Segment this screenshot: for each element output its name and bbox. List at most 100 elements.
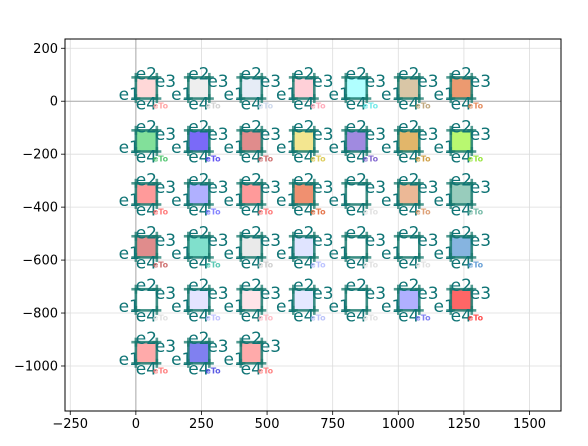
cell-square: [292, 287, 316, 312]
edge-label-e1: e1: [119, 297, 140, 317]
cell-square: [134, 129, 159, 153]
cell-label: eTo: [258, 260, 274, 269]
edge-label-e4: e4: [241, 253, 262, 273]
cell-label: eTo: [468, 260, 484, 269]
edge-label-e1: e1: [381, 138, 402, 158]
edge-label-e3: e3: [365, 178, 386, 198]
edge-label-e4: e4: [451, 95, 472, 115]
edge-label-e2: e2: [398, 64, 419, 84]
cell-square: [187, 340, 211, 365]
edge-label-e4: e4: [398, 95, 419, 115]
edge-label-e2: e2: [398, 276, 419, 296]
edge-label-e3: e3: [417, 178, 438, 198]
cell-square: [396, 76, 421, 100]
cell-label: eTo: [415, 313, 431, 322]
x-tick-label: 0: [132, 417, 140, 432]
edge-label-e2: e2: [136, 117, 157, 137]
edge-label-e3: e3: [260, 284, 281, 304]
axis-ticks: −250 0 250 500 750 1000 1250 1500 200 0 −200 −400 −6…: [14, 42, 546, 432]
edge-label-e3: e3: [207, 72, 228, 92]
edge-label-e3: e3: [260, 72, 281, 92]
edge-label-e4: e4: [188, 148, 209, 168]
edge-label-e1: e1: [433, 138, 454, 158]
cell-square: [239, 340, 264, 365]
edge-label-e2: e2: [188, 276, 209, 296]
y-tick-label: −1000: [14, 359, 58, 374]
edge-label-e3: e3: [260, 231, 281, 251]
edge-label-e2: e2: [136, 223, 157, 243]
x-tick-label: 1500: [513, 417, 546, 432]
x-tick-label: 1000: [382, 417, 415, 432]
edge-label-e1: e1: [276, 297, 297, 317]
edge-label-e1: e1: [276, 85, 297, 105]
edge-label-e2: e2: [293, 276, 314, 296]
x-tick-label: 250: [189, 417, 214, 432]
cell-square: [449, 129, 474, 153]
cell-square: [239, 129, 264, 153]
edge-label-e4: e4: [241, 306, 262, 326]
edge-label-e3: e3: [312, 178, 333, 198]
edge-label-e4: e4: [346, 148, 367, 168]
x-tick-label: 500: [255, 417, 280, 432]
edge-label-e2: e2: [136, 329, 157, 349]
edge-label-e1: e1: [381, 191, 402, 211]
cell-square: [449, 287, 474, 312]
cell-square: [239, 234, 264, 259]
edge-label-e3: e3: [312, 231, 333, 251]
edge-label-e4: e4: [136, 95, 157, 115]
cell-square: [344, 234, 369, 259]
edge-label-e2: e2: [241, 64, 262, 84]
edge-label-e4: e4: [346, 306, 367, 326]
edge-label-e4: e4: [241, 359, 262, 379]
y-tick-label: 200: [33, 42, 58, 57]
edge-label-e1: e1: [329, 85, 350, 105]
edge-label-e2: e2: [241, 276, 262, 296]
cell-label: eTo: [258, 366, 274, 375]
cell-label: eTo: [468, 102, 484, 111]
cell-label: eTo: [363, 207, 379, 216]
edge-label-e3: e3: [417, 231, 438, 251]
cell-square: [449, 234, 474, 259]
cell-square: [449, 181, 474, 206]
edge-label-e2: e2: [451, 64, 472, 84]
edge-label-e3: e3: [312, 284, 333, 304]
cell-square: [449, 76, 474, 100]
cell-label: eTo: [258, 102, 274, 111]
edge-label-e2: e2: [398, 117, 419, 137]
edge-label-e3: e3: [312, 72, 333, 92]
edge-label-e1: e1: [433, 191, 454, 211]
edge-label-e3: e3: [260, 337, 281, 357]
cell-square: [344, 181, 369, 206]
edge-label-e2: e2: [293, 223, 314, 243]
edge-label-e1: e1: [381, 297, 402, 317]
edge-label-e1: e1: [171, 297, 192, 317]
edge-label-e1: e1: [276, 138, 297, 158]
edge-label-e3: e3: [470, 72, 491, 92]
cell-label: eTo: [363, 102, 379, 111]
cell-label: eTo: [258, 155, 274, 164]
edge-label-e4: e4: [188, 95, 209, 115]
x-tick-label: 1250: [447, 417, 480, 432]
cell-square: [134, 340, 159, 365]
cell-square: [344, 287, 369, 312]
cell-label: eTo: [363, 260, 379, 269]
edge-label-e2: e2: [241, 223, 262, 243]
edge-label-e4: e4: [188, 306, 209, 326]
